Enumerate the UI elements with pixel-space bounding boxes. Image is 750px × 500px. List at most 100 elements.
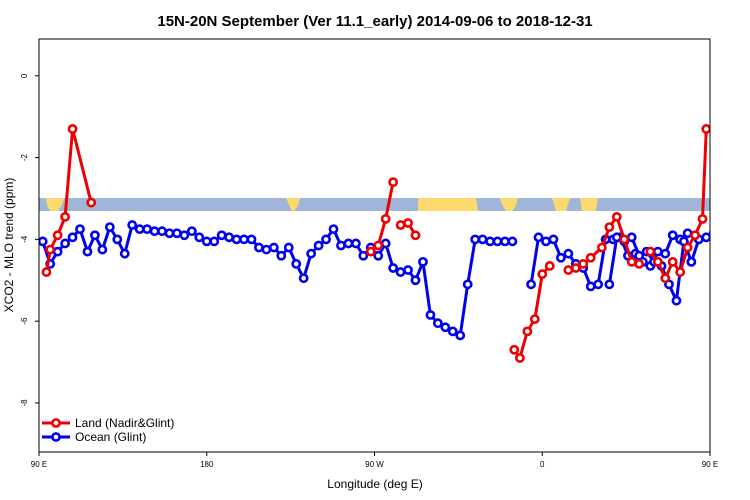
legend-marker	[51, 432, 61, 442]
data-point	[611, 211, 622, 222]
axes: 90 E 180 90 W 0 90 E 0 -2 -4 -6 -8	[20, 73, 718, 469]
data-point	[740, 223, 747, 230]
data-point	[142, 224, 153, 235]
data-point	[619, 234, 630, 245]
data-point	[90, 230, 100, 241]
data-point	[660, 248, 671, 259]
x-axis-label: Longitude (deg E)	[327, 477, 422, 491]
data-point	[544, 261, 555, 271]
data-point	[593, 279, 604, 290]
data-point	[718, 199, 725, 206]
data-point	[209, 236, 220, 247]
data-point	[373, 240, 384, 251]
data-point	[548, 234, 559, 245]
data-point	[718, 248, 725, 255]
data-point	[194, 232, 205, 243]
data-point	[500, 236, 510, 247]
data-point	[701, 124, 710, 134]
data-point	[522, 326, 533, 337]
data-point	[725, 232, 732, 239]
data-point	[410, 275, 421, 286]
data-point	[373, 250, 384, 261]
data-point	[432, 318, 443, 329]
data-point	[283, 242, 294, 253]
data-point	[477, 234, 488, 245]
data-point	[164, 228, 175, 239]
data-point	[268, 242, 279, 253]
data-point	[708, 230, 710, 237]
data-point	[585, 281, 596, 292]
data-point	[321, 234, 331, 245]
data-point	[201, 236, 212, 247]
y-tick-label: -4	[20, 235, 29, 243]
data-point	[492, 236, 503, 247]
series-layer	[39, 124, 747, 363]
data-point	[555, 252, 566, 263]
data-point	[149, 226, 160, 237]
data-point	[276, 250, 287, 261]
data-point	[596, 242, 607, 253]
data-point	[425, 310, 436, 320]
data-point	[682, 242, 693, 253]
y-tick-label: -2	[20, 153, 29, 161]
data-point	[298, 273, 309, 284]
data-point	[395, 267, 406, 277]
data-point	[179, 230, 190, 241]
data-point	[514, 353, 525, 363]
data-point	[470, 234, 481, 245]
series-line	[41, 223, 513, 337]
data-point	[533, 232, 544, 243]
data-point	[634, 259, 645, 269]
y-tick-label: -8	[20, 399, 29, 407]
data-point	[604, 279, 615, 290]
data-point	[388, 263, 399, 273]
data-point	[563, 248, 574, 259]
data-point	[380, 238, 391, 249]
data-point	[254, 242, 264, 253]
series-land	[41, 124, 725, 363]
legend: Land (Nadir&Glint)Ocean (Glint)	[42, 416, 174, 444]
data-point	[127, 220, 138, 230]
data-point	[509, 344, 520, 355]
data-point	[604, 222, 615, 232]
data-point	[45, 244, 56, 255]
data-point	[67, 232, 78, 243]
data-point	[261, 244, 272, 255]
data-point	[365, 246, 376, 257]
x-tick-label: 90 W	[365, 460, 384, 469]
x-tick-label: 0	[540, 460, 545, 469]
data-point	[667, 256, 678, 267]
data-point	[626, 232, 637, 243]
x-tick-label: 90 E	[31, 460, 47, 469]
data-point	[313, 240, 324, 251]
data-point	[462, 279, 473, 290]
data-point	[611, 232, 622, 243]
data-point	[507, 236, 518, 247]
data-point	[231, 234, 242, 245]
data-point	[686, 256, 697, 267]
chart-title: 15N-20N September (Ver 11.1_early) 2014-…	[157, 13, 592, 30]
data-point	[537, 269, 548, 280]
data-point	[39, 236, 48, 247]
data-point	[82, 246, 93, 257]
legend-label: Land (Nadir&Glint)	[75, 416, 174, 430]
data-point	[440, 322, 451, 333]
data-point	[529, 314, 540, 325]
data-point	[60, 238, 70, 249]
data-point	[485, 236, 495, 247]
data-point	[697, 214, 708, 224]
data-point	[667, 230, 678, 241]
data-point	[585, 252, 596, 263]
data-point	[660, 273, 671, 284]
data-point	[336, 240, 346, 251]
data-point	[224, 232, 235, 243]
data-point	[675, 267, 686, 277]
legend-marker	[51, 418, 61, 428]
data-point	[626, 256, 637, 267]
data-point	[239, 234, 249, 245]
data-point	[291, 259, 302, 269]
data-point	[52, 230, 63, 241]
data-point	[563, 265, 574, 275]
data-point	[60, 211, 70, 222]
